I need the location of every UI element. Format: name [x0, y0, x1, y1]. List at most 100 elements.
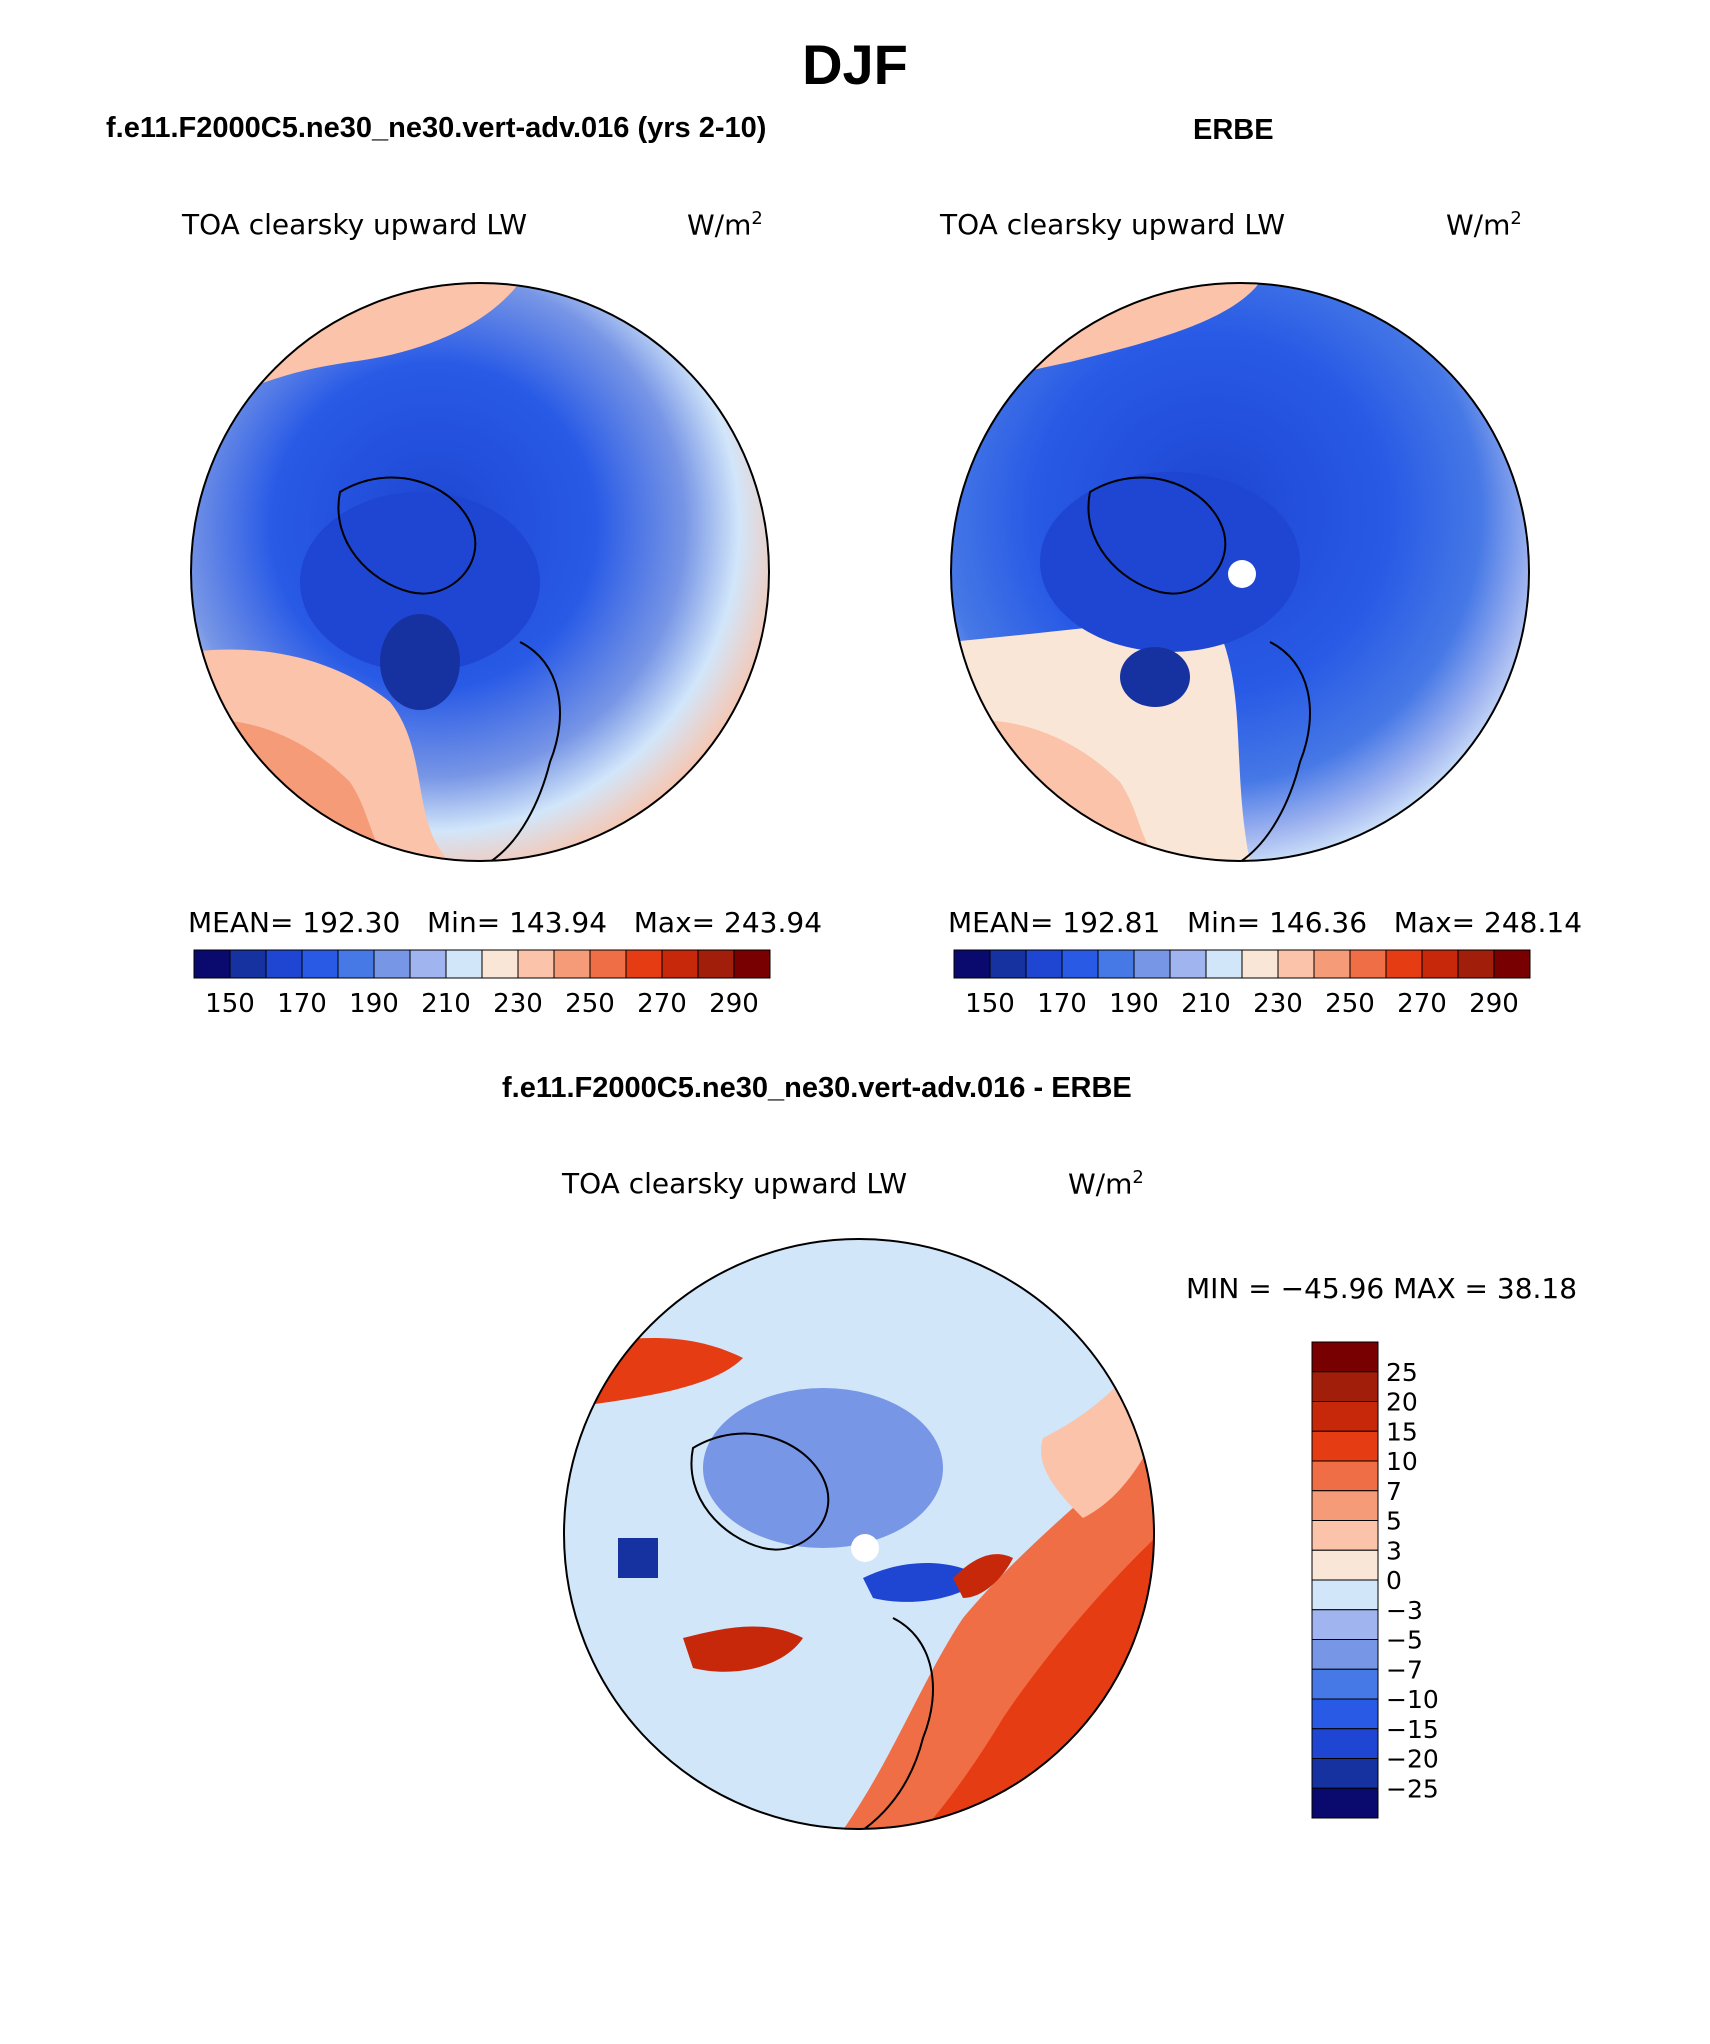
- panel2-colorbar-swatch: [953, 949, 991, 979]
- diff-colorbar-swatch: [1311, 1698, 1379, 1730]
- diff-colorbar-tick-label: −10: [1386, 1685, 1439, 1714]
- diff-colorbar-swatch: [1311, 1728, 1379, 1759]
- diff-units-label: W/m2: [1068, 1167, 1144, 1201]
- panel2-colorbar: 150 170 190 210 230 250 270 290: [953, 949, 1531, 1018]
- diff-colorbar-tick-label: 20: [1386, 1388, 1418, 1417]
- diff-colorbar-tick-label: 25: [1386, 1358, 1418, 1387]
- diff-colorbar-tick-label: 15: [1386, 1417, 1418, 1446]
- panel2-polar-map: [950, 282, 1530, 862]
- panel2-colorbar-swatch: [1313, 949, 1351, 979]
- diff-colorbar-swatch: [1311, 1579, 1379, 1611]
- diff-strong-negative-cell: [618, 1538, 658, 1578]
- diff-colorbar-tick-label: −15: [1386, 1715, 1439, 1744]
- diff-colorbar-swatch: [1311, 1401, 1379, 1432]
- diff-positive-patch: [953, 1554, 1013, 1598]
- diff-colorbar-swatch: [1311, 1609, 1379, 1640]
- diff-colorbar-tick-label: −25: [1386, 1774, 1439, 1803]
- panel1-cold-region: [300, 492, 540, 672]
- panel1-colorbar: 150 170 190 210 230 250 270 290: [193, 949, 771, 1018]
- page-title: DJF: [802, 33, 908, 96]
- panel2-colorbar-swatch: [1241, 949, 1279, 979]
- diff-colorbar-tick-label: 3: [1386, 1536, 1402, 1565]
- panel1-colorbar-swatch: [733, 949, 771, 979]
- panel1-coastline-2: [489, 641, 561, 861]
- panel2-map-border: [950, 282, 1530, 862]
- panel1-map-border: [190, 282, 770, 862]
- diff-colorbar-tick-label: −20: [1386, 1745, 1439, 1774]
- panel2-colorbar-tick-label: 250: [1325, 989, 1375, 1018]
- panel2-colorbar-swatch: [1349, 949, 1387, 979]
- diff-variable-label: TOA clearsky upward LW: [562, 1167, 908, 1200]
- diff-coastline: [690, 1432, 830, 1551]
- diff-colorbar-swatch: [1311, 1639, 1379, 1670]
- panel1-colorbar-swatch: [625, 949, 663, 979]
- panel1-colorbar-tick-label: 210: [421, 989, 471, 1018]
- panel1-colorbar-swatch: [409, 949, 447, 979]
- diff-colorbar-swatch: [1311, 1341, 1379, 1373]
- panel2-colorbar-swatch: [1133, 949, 1171, 979]
- panel2-coldest-region: [1120, 647, 1190, 707]
- panel1-colorbar-tick-label: 250: [565, 989, 615, 1018]
- panel1-stats: MEAN= 192.30 Min= 143.94 Max= 243.94: [188, 906, 823, 939]
- diff-colorbar-swatch: [1311, 1549, 1379, 1581]
- panel2-variable-label: TOA clearsky upward LW: [940, 208, 1286, 241]
- panel2-colorbar-swatch: [1385, 949, 1423, 979]
- panel2-case-title: ERBE: [1193, 114, 1274, 146]
- diff-colorbar-swatch: [1311, 1490, 1379, 1521]
- panel2-coastline: [1087, 476, 1227, 595]
- panel2-colorbar-swatch: [1457, 949, 1495, 979]
- panel1-colorbar-tick-label: 190: [349, 989, 399, 1018]
- panel2-cold-region: [1040, 472, 1300, 652]
- panel2-colorbar-swatch: [1097, 949, 1135, 979]
- panel1-colorbar-swatch: [697, 949, 735, 979]
- diff-colorbar-tick-label: 10: [1386, 1447, 1418, 1476]
- diff-map-border: [563, 1238, 1155, 1830]
- diff-colorbar-swatch: [1311, 1460, 1379, 1492]
- panel2-units-label: W/m2: [1446, 208, 1522, 242]
- panel1-case-title: f.e11.F2000C5.ne30_ne30.vert-adv.016 (yr…: [106, 112, 767, 144]
- panel2-pole-missing-data: [1228, 560, 1256, 588]
- diff-colorbar-tick-label: −7: [1386, 1655, 1423, 1684]
- panel2-colorbar-swatch: [1493, 949, 1531, 979]
- panel1-colorbar-swatch: [481, 949, 519, 979]
- diff-colorbar-swatch: [1311, 1430, 1379, 1462]
- panel1-variable-label: TOA clearsky upward LW: [182, 208, 528, 241]
- diff-colorbar-swatch: [1311, 1371, 1379, 1402]
- diff-pole-missing-data: [851, 1534, 879, 1562]
- panel1-colorbar-tick-label: 170: [277, 989, 327, 1018]
- panel1-colorbar-swatch: [193, 949, 231, 979]
- diff-positive-band-south: [683, 1626, 803, 1672]
- panel2-colorbar-swatch: [1277, 949, 1315, 979]
- panel2-colorbar-tick-label: 230: [1253, 989, 1303, 1018]
- diff-colorbar-swatch: [1311, 1520, 1379, 1551]
- panel1-polar-map: [190, 282, 770, 862]
- panel1-colorbar-tick-label: 150: [205, 989, 255, 1018]
- diff-colorbar-tick-label: 5: [1386, 1507, 1402, 1536]
- panel1-colorbar-swatch: [661, 949, 699, 979]
- diff-colorbar-tick-label: 0: [1386, 1566, 1402, 1595]
- panel1-colorbar-swatch: [301, 949, 339, 979]
- diff-colorbar-tick-label: −3: [1386, 1596, 1423, 1625]
- panel2-colorbar-tick-label: 210: [1181, 989, 1231, 1018]
- panel2-colorbar-swatch: [1169, 949, 1207, 979]
- diff-colorbar-tick-label: −5: [1386, 1626, 1423, 1655]
- diff-colorbar-swatch: [1311, 1787, 1379, 1819]
- panel2-colorbar-tick-label: 150: [965, 989, 1015, 1018]
- panel1-colorbar-swatch: [589, 949, 627, 979]
- diff-polar-map: [563, 1238, 1155, 1830]
- panel2-colorbar-tick-label: 270: [1397, 989, 1447, 1018]
- diff-colorbar-swatch: [1311, 1668, 1379, 1700]
- panel2-colorbar-tick-label: 170: [1037, 989, 1087, 1018]
- panel2-colorbar-swatch: [1205, 949, 1243, 979]
- diff-colorbar-swatch: [1311, 1758, 1379, 1789]
- panel1-colorbar-swatch: [553, 949, 591, 979]
- panel1-colorbar-swatch: [265, 949, 303, 979]
- panel1-coldest-region: [380, 614, 460, 710]
- panel2-colorbar-swatch: [1025, 949, 1063, 979]
- diff-negative-region: [703, 1388, 943, 1548]
- panel2-colorbar-tick-label: 290: [1469, 989, 1519, 1018]
- diff-coastline-2: [862, 1617, 934, 1829]
- panel1-colorbar-swatch: [337, 949, 375, 979]
- diff-case-title: f.e11.F2000C5.ne30_ne30.vert-adv.016 - E…: [502, 1072, 1132, 1104]
